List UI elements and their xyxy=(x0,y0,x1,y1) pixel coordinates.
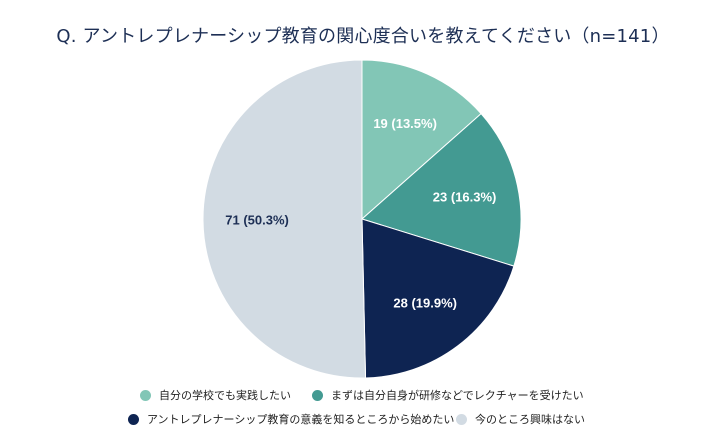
legend-swatch-lecture xyxy=(312,389,323,401)
pie-slice-lecture xyxy=(361,112,522,267)
pie-label-meaning: 28 (19.9%) xyxy=(393,295,457,310)
legend-label-no-interest: 今のところ興味はない xyxy=(475,413,585,426)
pie-slice-no-interest xyxy=(202,59,367,379)
legend-item-no-interest: 今のところ興味はない xyxy=(456,411,585,427)
pie-label-lecture: 23 (16.3%) xyxy=(433,189,497,204)
legend-item-lecture: まずは自分自身が研修などでレクチャーを受けたい xyxy=(312,387,584,403)
legend-item-implement: 自分の学校でも実践したい xyxy=(140,387,291,403)
legend-label-implement: 自分の学校でも実践したい xyxy=(159,389,291,402)
pie-slice-implement xyxy=(361,59,482,221)
legend-swatch-implement xyxy=(140,389,151,401)
pie-slice-meaning xyxy=(361,218,515,379)
legend-item-meaning: アントレプレナーシップ教育の意義を知るところから始めたい xyxy=(128,411,454,427)
pie-label-implement: 19 (13.5%) xyxy=(373,116,437,131)
legend-label-lecture: まずは自分自身が研修などでレクチャーを受けたい xyxy=(331,389,584,402)
chart-title: Q. アントレプレナーシップ教育の関心度合いを教えてください（n=141） xyxy=(56,26,670,47)
pie-label-no-interest: 71 (50.3%) xyxy=(225,213,289,228)
legend-swatch-meaning xyxy=(128,413,139,425)
legend-swatch-no-interest xyxy=(456,413,467,425)
legend-label-meaning: アントレプレナーシップ教育の意義を知るところから始めたい xyxy=(147,413,455,426)
